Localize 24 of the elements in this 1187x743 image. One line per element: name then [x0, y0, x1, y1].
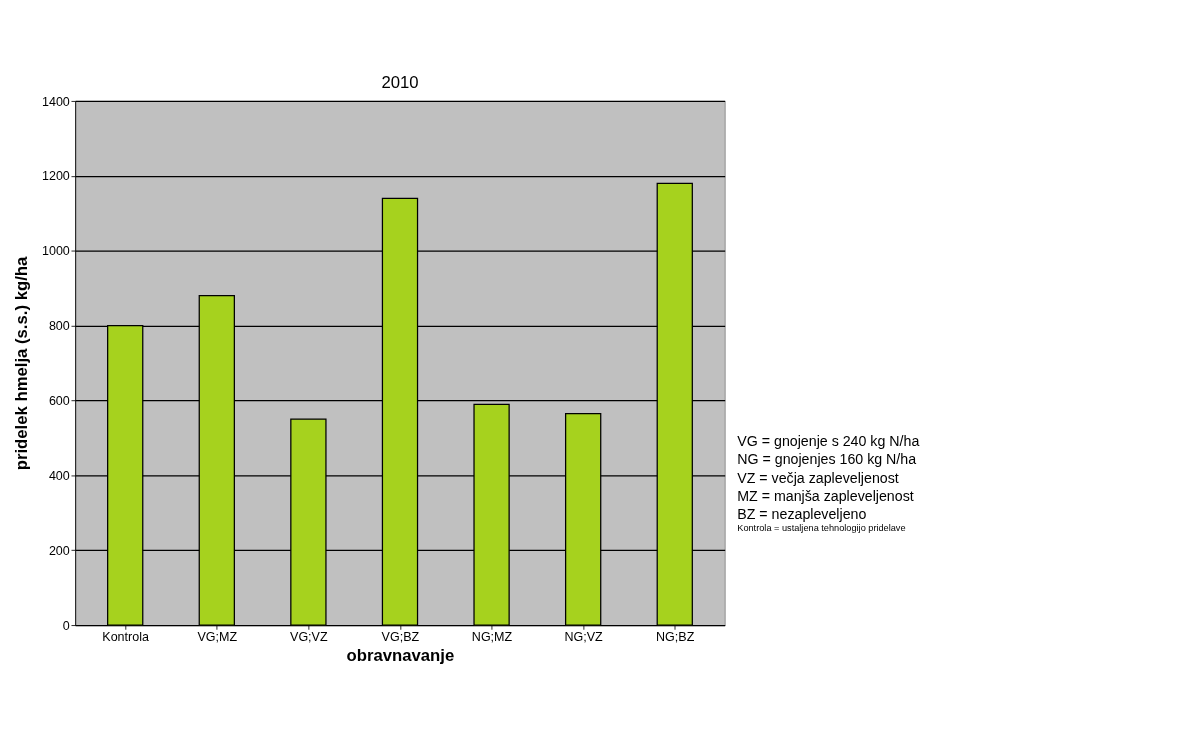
- y-tick-label: 1200: [41, 169, 70, 184]
- y-axis-title: pridelek hmelja (s.s.) kg/ha: [11, 256, 31, 471]
- x-tick-label: NG;VZ: [564, 630, 604, 645]
- x-tick-label: VG;BZ: [381, 630, 420, 645]
- x-axis-title: obravnavanje: [346, 645, 455, 665]
- y-tick-label: 800: [48, 319, 70, 334]
- y-tick-label: 200: [48, 543, 70, 558]
- y-tick-label: 1000: [41, 244, 70, 259]
- text: MZ = manjša zapleveljenost: [737, 488, 914, 505]
- x-tick-label: VG;MZ: [197, 630, 238, 645]
- text: NG = gnojenjes 160 kg N/ha: [737, 451, 917, 468]
- y-tick-label: 600: [48, 394, 70, 409]
- y-tick-label: 1400: [41, 94, 70, 109]
- text: BZ = nezapleveljeno: [737, 506, 867, 523]
- x-tick-label: NG;BZ: [656, 630, 695, 645]
- text: VG = gnojenje s 240 kg N/ha: [737, 432, 920, 449]
- x-tick-label: NG;MZ: [471, 630, 513, 645]
- text: VZ = večja zapleveljenost: [737, 469, 899, 486]
- y-tick-label: 400: [48, 468, 70, 483]
- text: Kontrola = ustaljena tehnologijo pridelave: [737, 523, 906, 534]
- x-tick-label: VG;VZ: [290, 630, 328, 645]
- x-tick-label: Kontrola: [102, 630, 149, 645]
- y-tick-label: 0: [62, 618, 70, 633]
- chart-title: 2010: [381, 73, 419, 93]
